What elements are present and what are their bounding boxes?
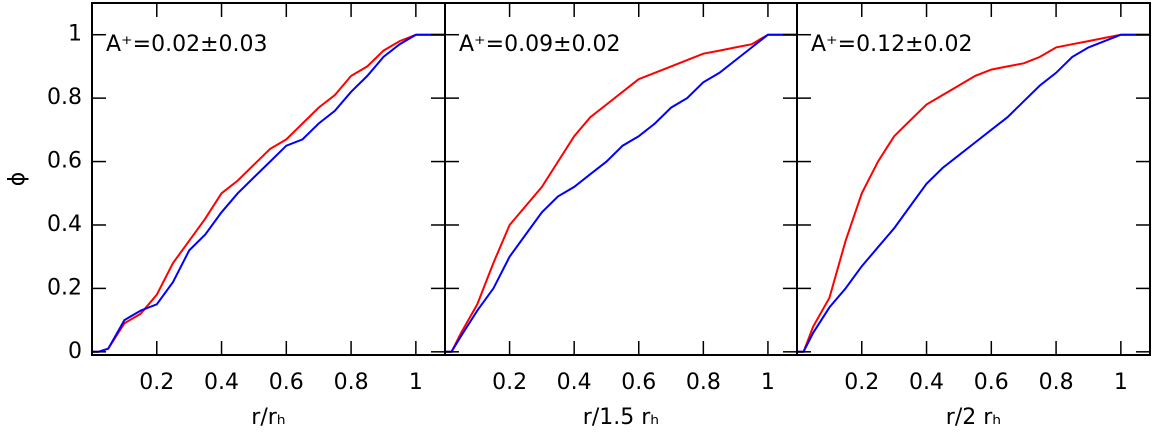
x-tick-label: 0.2 xyxy=(139,370,174,395)
y-tick-label: 1 xyxy=(68,22,82,47)
x-axis-label: r/2 rₕ xyxy=(946,405,1001,430)
x-tick-label: 0.2 xyxy=(492,370,527,395)
x-tick-label: 0.8 xyxy=(334,370,369,395)
data-line xyxy=(445,33,797,353)
x-tick-label: 0.8 xyxy=(1039,370,1074,395)
data-line xyxy=(92,33,445,353)
y-tick-label: 0.4 xyxy=(47,212,82,237)
y-axis-label: ϕ xyxy=(5,172,30,187)
y-tick-label: 0.6 xyxy=(47,149,82,174)
x-tick-label: 1 xyxy=(761,370,775,395)
x-tick-label: 0.6 xyxy=(269,370,304,395)
x-tick-label: 0.8 xyxy=(686,370,721,395)
data-line xyxy=(797,33,1150,353)
data-line xyxy=(797,33,1150,353)
x-tick-label: 0.6 xyxy=(621,370,656,395)
annotation: A⁺=0.12±0.02 xyxy=(811,32,973,57)
data-line xyxy=(445,33,797,353)
x-axis-label: r/1.5 rₕ xyxy=(583,405,659,430)
x-tick-label: 0.4 xyxy=(557,370,592,395)
x-tick-label: 1 xyxy=(1114,370,1128,395)
plot-frame xyxy=(796,2,1151,356)
annotation: A⁺=0.02±0.03 xyxy=(106,32,268,57)
x-tick-label: 0.4 xyxy=(909,370,944,395)
x-axis-label: r/rₕ xyxy=(251,405,285,430)
y-tick-label: 0 xyxy=(68,339,82,364)
x-tick-label: 1 xyxy=(409,370,423,395)
annotation: A⁺=0.09±0.02 xyxy=(459,32,621,57)
y-tick-label: 0.8 xyxy=(47,85,82,110)
x-tick-label: 0.4 xyxy=(204,370,239,395)
y-tick-label: 0.2 xyxy=(47,275,82,300)
x-tick-label: 0.6 xyxy=(974,370,1009,395)
data-line xyxy=(92,33,445,353)
x-tick-label: 0.2 xyxy=(844,370,879,395)
